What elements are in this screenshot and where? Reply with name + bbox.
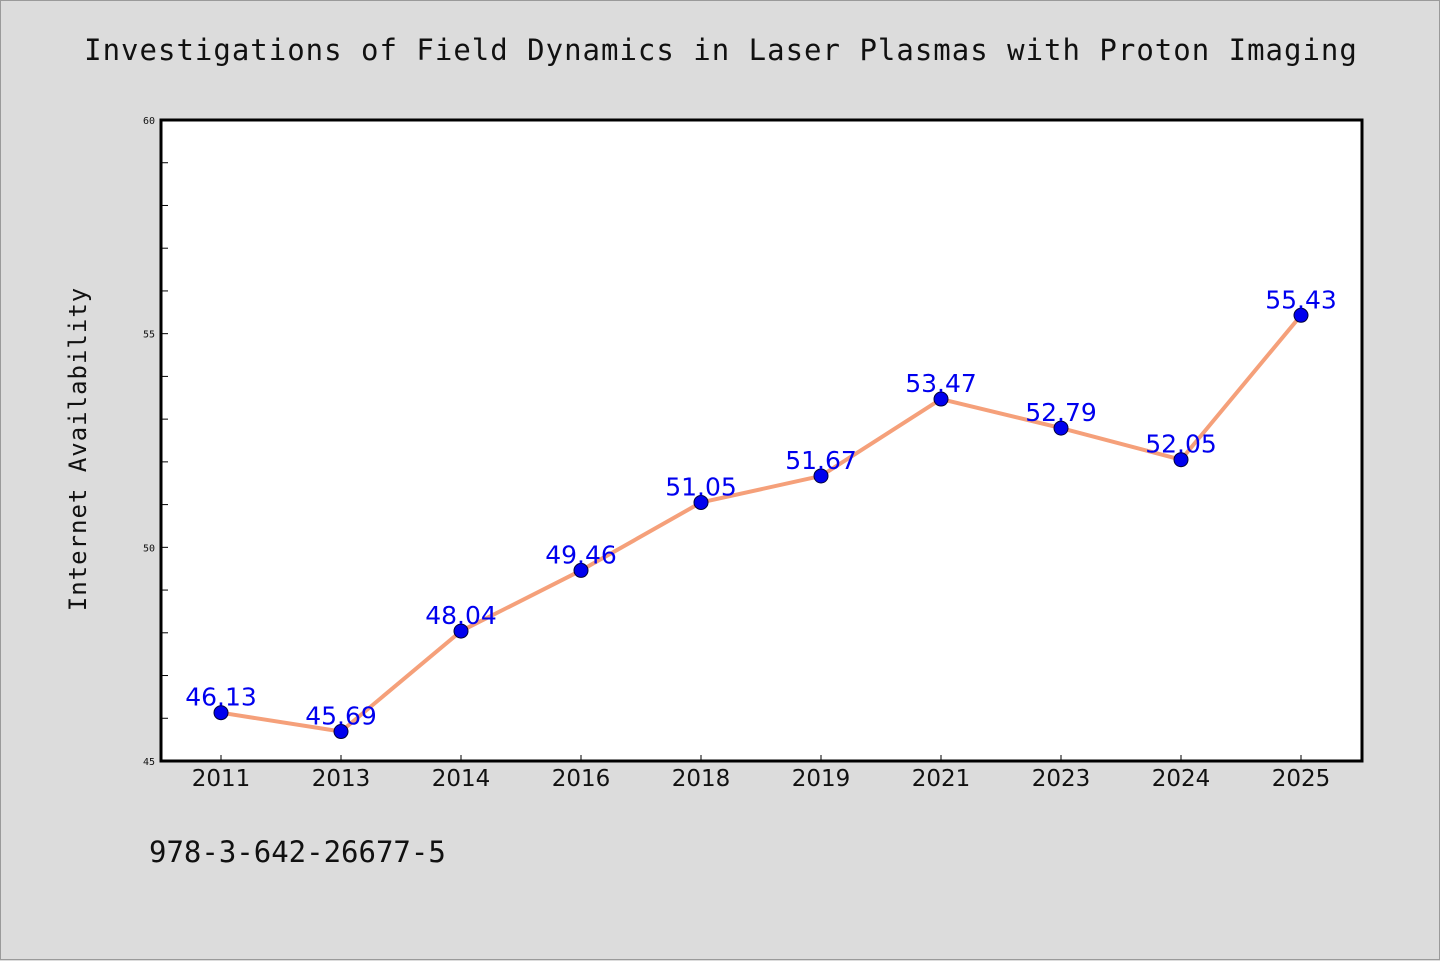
data-label: 48.04 bbox=[425, 601, 497, 630]
data-label: 51.67 bbox=[785, 446, 857, 475]
x-tick-label: 2023 bbox=[1032, 766, 1091, 792]
x-tick-label: 2021 bbox=[912, 766, 971, 792]
data-point bbox=[813, 468, 829, 484]
data-point bbox=[333, 724, 349, 740]
x-tick-label: 2016 bbox=[552, 766, 611, 792]
y-axis-ticks: 45 50 55 60 bbox=[143, 116, 168, 768]
data-labels: 46.13 45.69 48.04 49.46 51.05 51.67 53.47 52.79… bbox=[185, 285, 1337, 730]
plot-area bbox=[159, 118, 1364, 763]
data-label: 55.43 bbox=[1265, 285, 1337, 314]
data-label: 52.05 bbox=[1145, 430, 1217, 459]
x-tick-label: 2019 bbox=[792, 766, 851, 792]
data-label: 52.79 bbox=[1025, 398, 1097, 427]
chart-title: Investigations of Field Dynamics in Lase… bbox=[84, 33, 1358, 67]
y-tick-label: 45 bbox=[143, 757, 155, 768]
data-point bbox=[1173, 452, 1189, 468]
data-label: 53.47 bbox=[905, 369, 977, 398]
data-label: 46.13 bbox=[185, 683, 257, 712]
series-line bbox=[219, 313, 1303, 734]
x-tick-label: 2011 bbox=[192, 766, 251, 792]
y-tick-label: 55 bbox=[143, 330, 155, 341]
x-tick-label: 2025 bbox=[1272, 766, 1331, 792]
data-label: 51.05 bbox=[665, 472, 737, 501]
x-tick-label: 2014 bbox=[432, 766, 491, 792]
data-point bbox=[573, 562, 589, 578]
series-group bbox=[213, 307, 1309, 740]
footnote-isbn: 978-3-642-26677-5 bbox=[149, 835, 446, 869]
data-point bbox=[933, 391, 949, 407]
y-tick-label: 60 bbox=[143, 116, 155, 127]
y-tick-label: 50 bbox=[143, 543, 155, 554]
x-axis-ticks: 2011 2013 2014 2016 2018 2019 2021 2023 2024 2025 bbox=[192, 755, 1331, 792]
data-point bbox=[453, 623, 469, 639]
data-point bbox=[213, 705, 229, 721]
x-tick-label: 2013 bbox=[312, 766, 371, 792]
x-tick-label: 2024 bbox=[1152, 766, 1211, 792]
data-label: 45.69 bbox=[305, 702, 377, 731]
data-point bbox=[1053, 420, 1069, 436]
data-point bbox=[1293, 307, 1309, 323]
data-label: 49.46 bbox=[545, 540, 617, 569]
data-point bbox=[693, 494, 709, 510]
x-tick-label: 2018 bbox=[672, 766, 731, 792]
